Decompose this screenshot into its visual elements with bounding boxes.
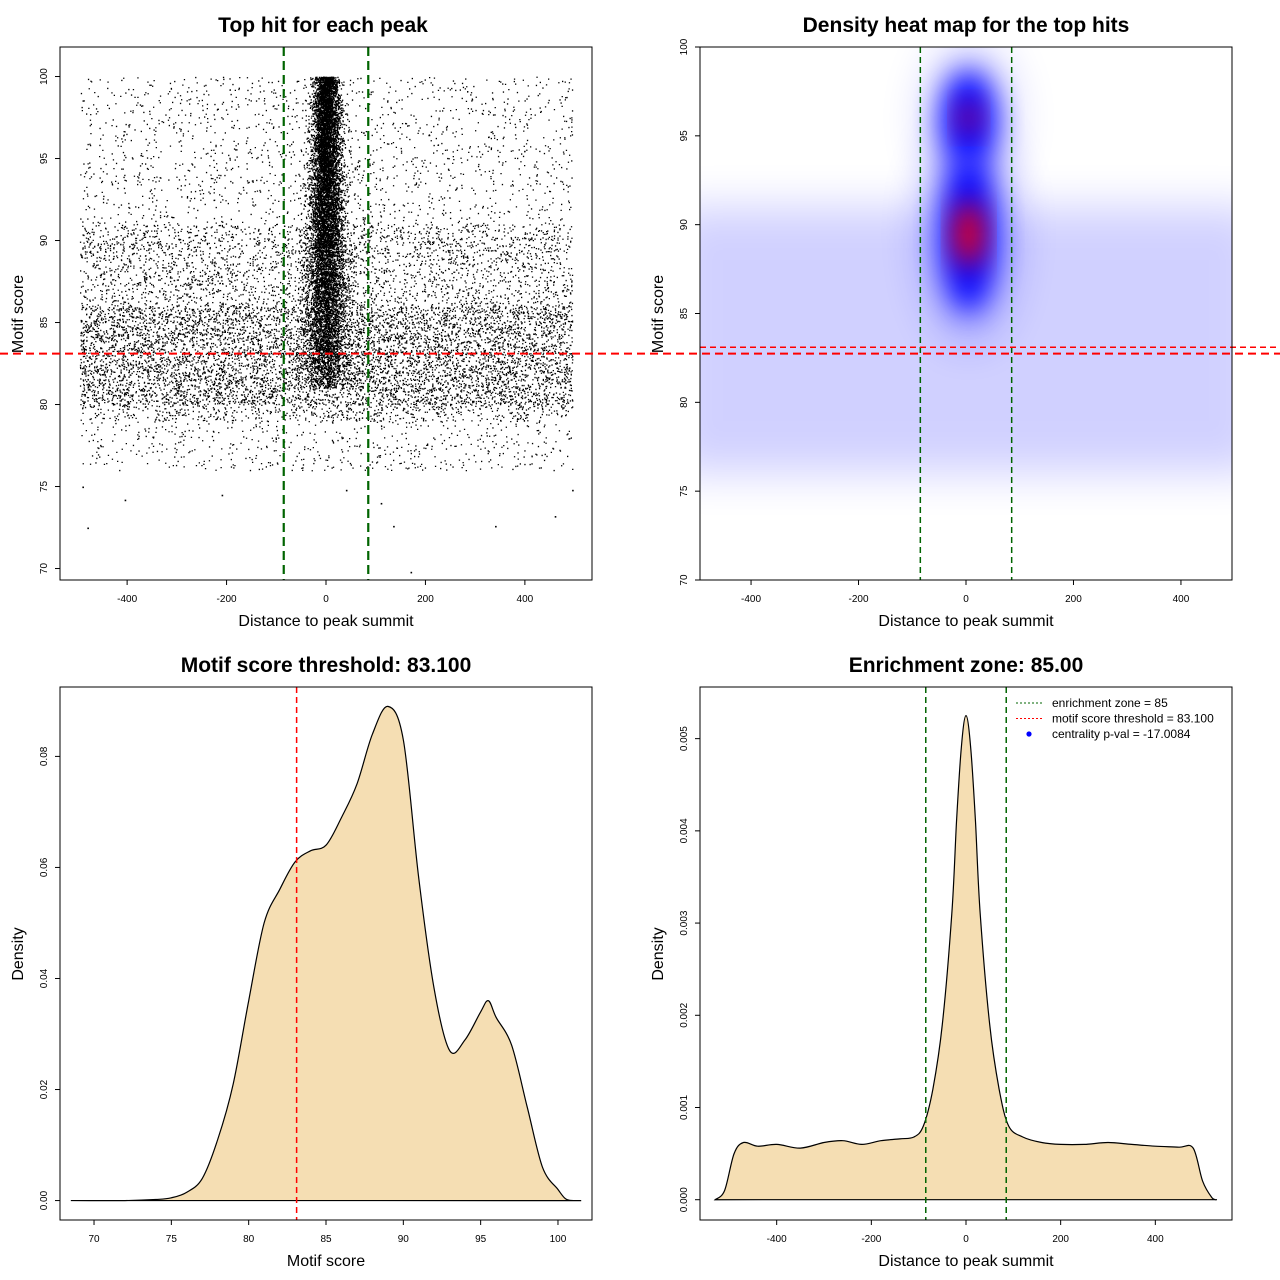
y-tick-label: 95 [39,153,50,165]
plot-area [79,76,574,574]
x-tick-label: -400 [117,594,137,605]
y-tick-label: 0.00 [39,1190,50,1210]
x-tick-label: 400 [1173,594,1190,605]
y-tick-label: 75 [679,485,690,497]
scatter-points [79,76,574,472]
x-tick-label: 400 [1147,1234,1164,1245]
x-tick-label: 75 [166,1234,178,1245]
y-tick-label: 70 [679,574,690,586]
heatmap-hotspot-core [954,200,983,267]
x-axis-title: Distance to peak summit [878,1253,1054,1270]
heatmap-hotspot-core [957,103,980,133]
y-tick-label: 80 [679,396,690,408]
x-tick-label: -400 [741,594,761,605]
y-tick-label: 0.003 [679,910,690,935]
y-tick-label: 75 [39,481,50,493]
plot-area [70,705,582,1202]
scatter-point [82,486,84,489]
x-tick-label: 0 [963,594,969,605]
y-tick-label: 80 [39,399,50,411]
chart-title: Density heat map for the top hits [803,14,1130,37]
y-axis-title: Density [650,927,667,980]
y-axis-title: Density [10,927,27,980]
x-tick-label: 90 [398,1234,410,1245]
y-tick-label: 0.02 [39,1079,50,1099]
y-tick-label: 90 [679,219,690,231]
scatter-point [87,527,89,530]
y-axis: 70 75 80 85 90 95 100 [679,38,700,586]
x-tick-label: 85 [320,1234,332,1245]
legend-marker [1026,731,1032,737]
x-axis-title: Distance to peak summit [238,613,414,630]
x-axis: 70 75 80 85 90 95 100 [88,1220,567,1245]
y-tick-label: 0.005 [679,726,690,751]
chart-title: Motif score threshold: 83.100 [181,654,472,677]
x-tick-label: -200 [849,594,869,605]
scatter-point [410,571,413,574]
plot-area [700,47,1232,580]
scatter-point [554,516,557,518]
x-axis-title: Distance to peak summit [878,613,1054,630]
y-tick-label: 0.004 [679,818,690,843]
scatter-point [393,525,395,528]
y-tick-label: 0.001 [679,1095,690,1120]
score-density-panel: Motif score threshold: 83.100 Motif scor… [10,654,593,1270]
legend-label: enrichment zone = 85 [1052,696,1168,710]
scatter-point [221,494,224,497]
y-tick-label: 0.06 [39,857,50,877]
y-tick-label: 85 [679,308,690,320]
x-tick-label: 100 [550,1234,567,1245]
x-tick-label: -400 [767,1234,787,1245]
x-axis: -400 -200 0 200 400 [741,580,1190,605]
y-axis-title: Motif score [650,275,667,353]
density-area [713,714,1218,1201]
y-axis-title: Motif score [10,275,27,353]
y-tick-label: 70 [39,563,50,575]
y-tick-label: 90 [39,235,50,247]
legend-label: motif score threshold = 83.100 [1052,712,1214,726]
scatter-panel: Top hit for each peak Distance to peak s… [10,14,593,630]
plot-area [713,714,1218,1201]
x-tick-label: 400 [517,594,534,605]
x-axis: -400 -200 0 200 400 [117,580,534,605]
x-tick-label: 200 [1065,594,1082,605]
y-tick-label: 85 [39,317,50,329]
y-tick-label: 100 [39,68,50,85]
chart-title: Top hit for each peak [218,14,428,37]
x-axis: -400 -200 0 200 400 [767,1220,1164,1245]
x-tick-label: 0 [323,594,329,605]
y-axis: 0.000 0.001 0.002 0.003 0.004 0.005 [679,726,700,1212]
x-tick-label: 70 [88,1234,100,1245]
distance-density-panel: Enrichment zone: 85.00 Distance to peak … [650,654,1233,1270]
y-tick-label: 0.002 [679,1002,690,1027]
x-axis-title: Motif score [287,1253,365,1270]
scatter-point [495,525,497,528]
legend-label: centrality p-val = -17.0084 [1052,727,1191,741]
chart-title: Enrichment zone: 85.00 [849,654,1084,677]
y-tick-label: 95 [679,130,690,142]
density-area [70,705,582,1202]
scatter-point [380,502,383,505]
y-tick-label: 0.08 [39,746,50,766]
x-tick-label: 80 [243,1234,255,1245]
x-tick-label: 0 [963,1234,969,1245]
x-tick-label: 200 [1052,1234,1069,1245]
x-tick-label: -200 [217,594,237,605]
y-axis: 0.00 0.02 0.04 0.06 0.08 [39,746,60,1210]
y-tick-label: 0.04 [39,968,50,988]
x-tick-label: 95 [475,1234,487,1245]
scatter-point [124,499,127,502]
y-tick-label: 0.000 [679,1187,690,1212]
scatter-point [345,489,348,492]
y-axis: 70 75 80 85 90 95 100 [39,68,60,574]
x-tick-label: 200 [417,594,434,605]
heatmap-panel: Density heat map for the top hits Distan… [650,14,1280,630]
x-tick-label: -200 [861,1234,881,1245]
scatter-point [572,489,574,492]
y-tick-label: 100 [679,38,690,55]
